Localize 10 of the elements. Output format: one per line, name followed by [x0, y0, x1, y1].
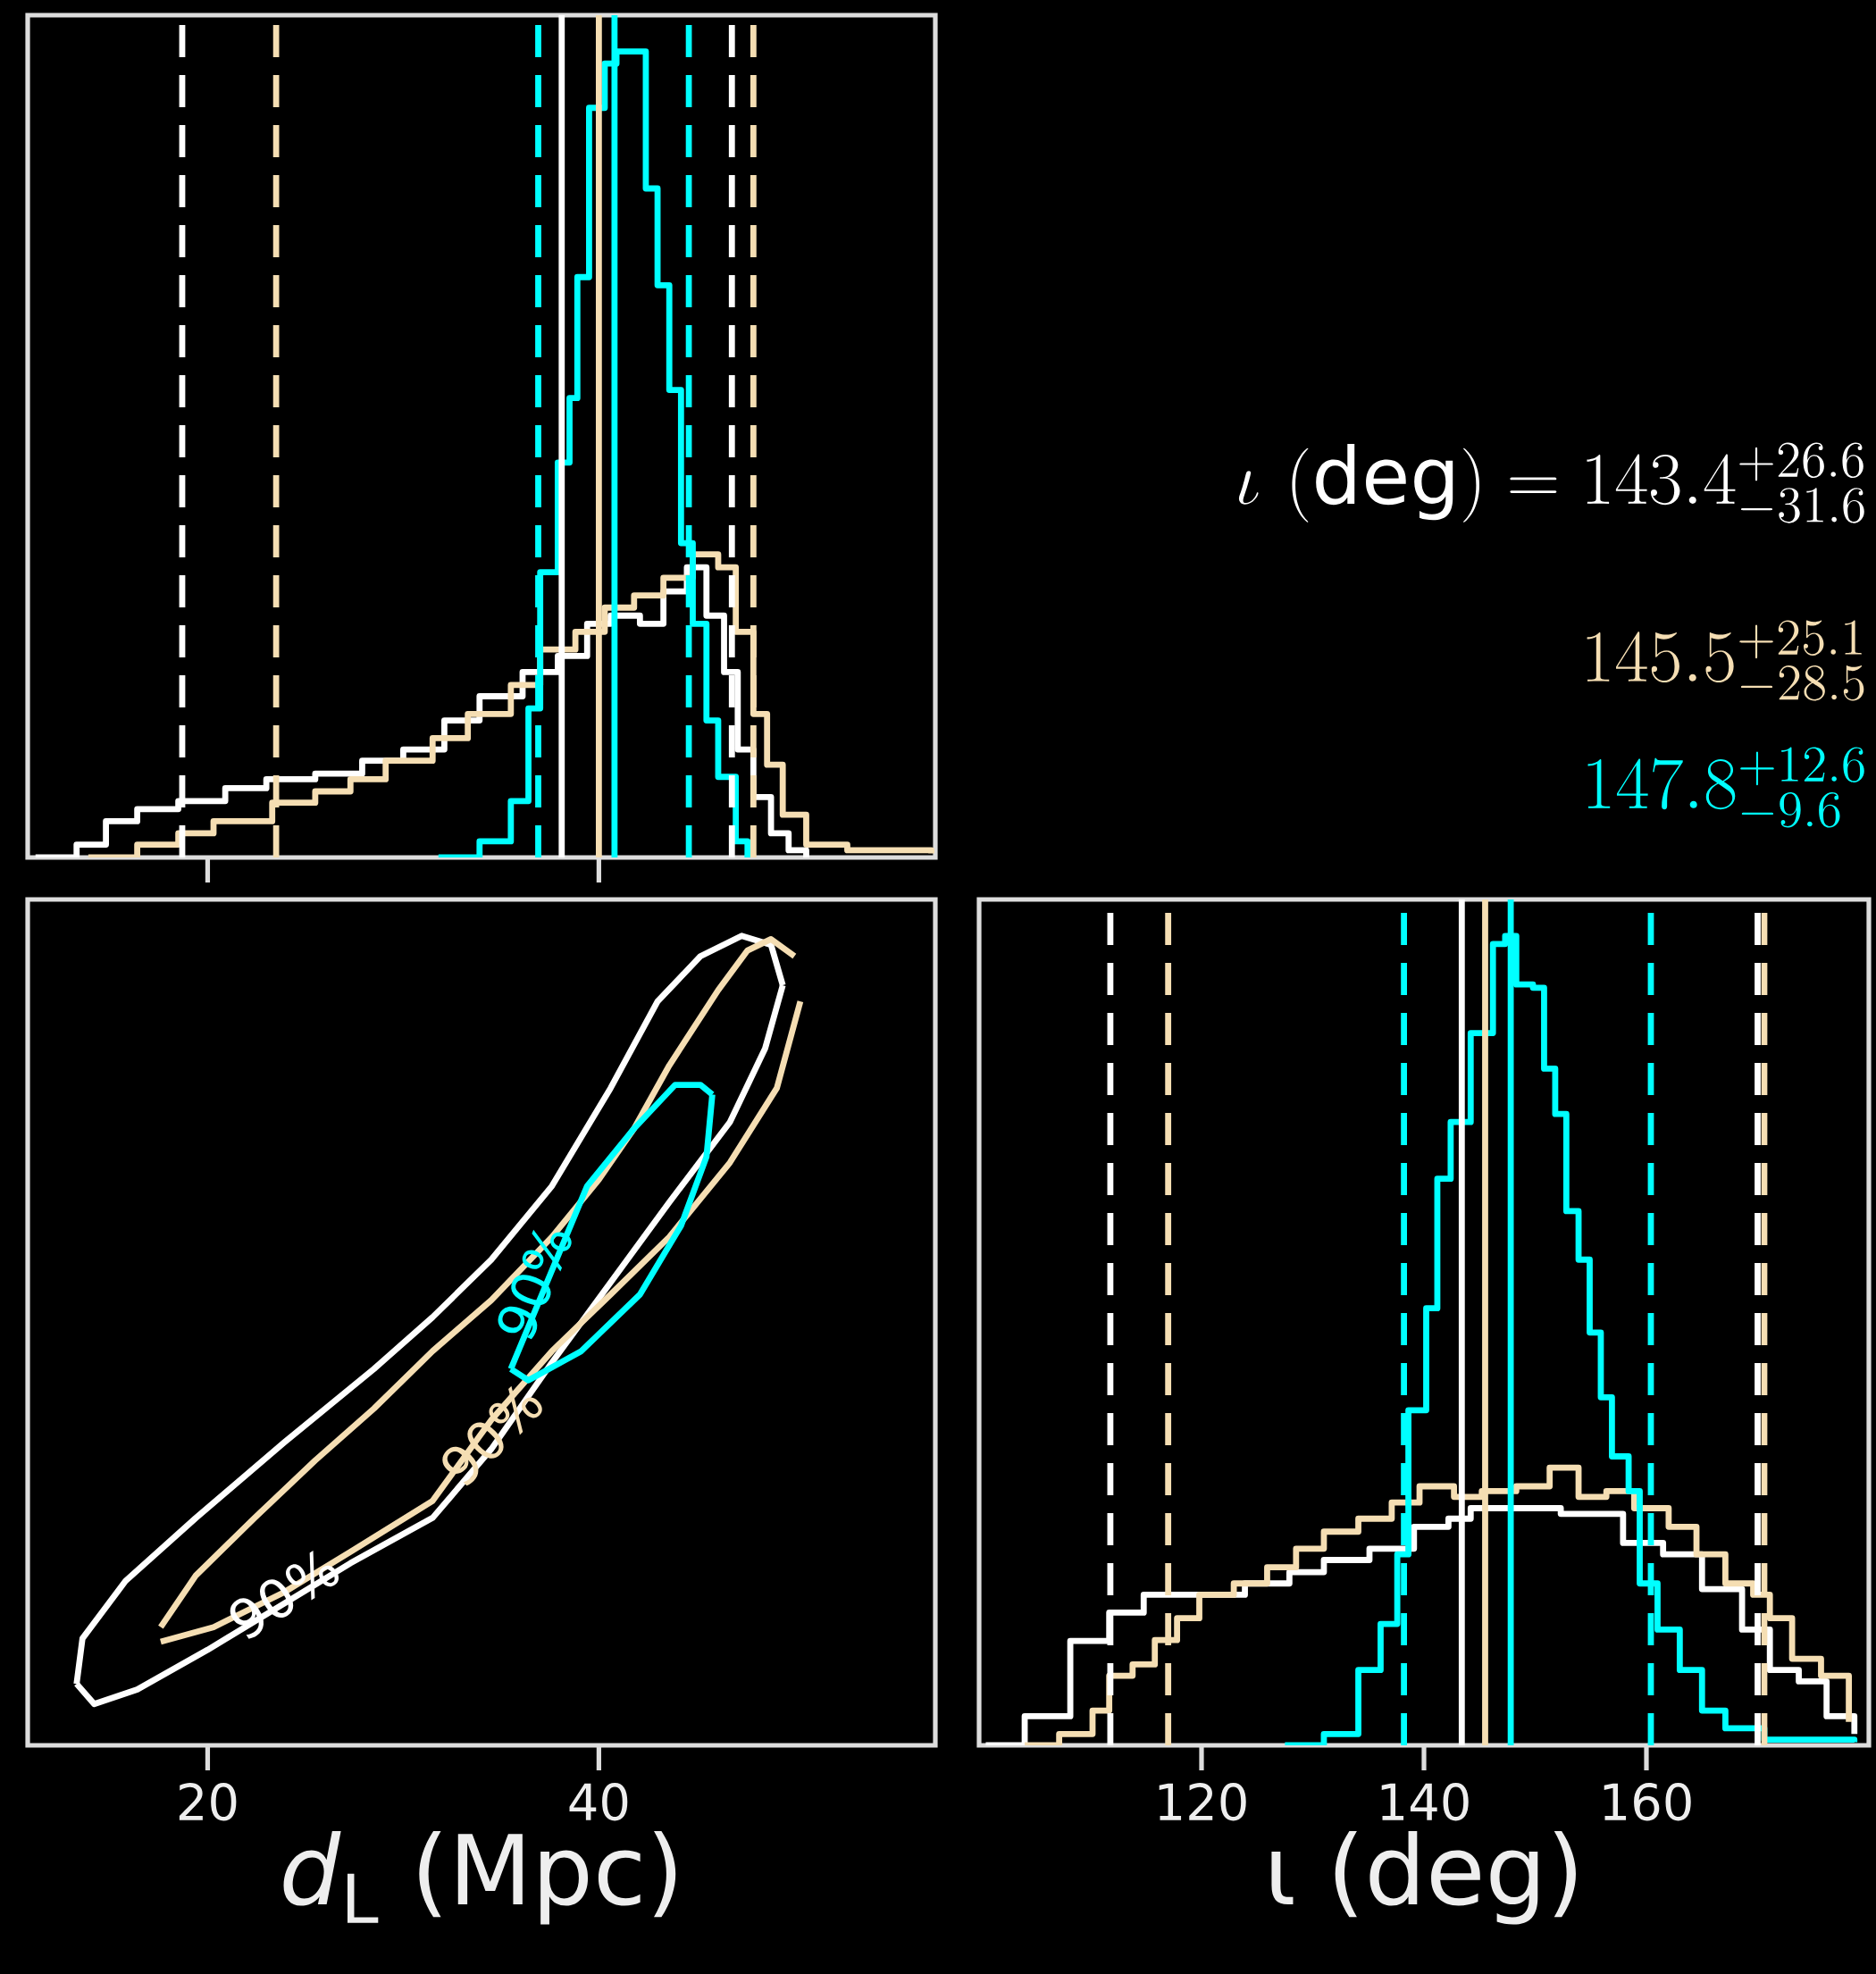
text: $145.5^{+25.1}_{-28.5}$: [1587, 620, 1864, 701]
x-tick-label: 120: [1159, 1783, 1246, 1821]
x-tick-label: 160: [1604, 1783, 1691, 1821]
text: $147.8^{+12.6}_{-9.6}$: [1587, 747, 1864, 828]
x-tick-label: 40: [569, 1783, 628, 1821]
x-axis-title: ι (deg): [1271, 1830, 1576, 1925]
x-tick-label: 20: [179, 1783, 237, 1821]
x-tick-label: 140: [1381, 1783, 1469, 1821]
x-axis-title: d$_{L}$ (Mpc): [283, 1830, 676, 1925]
text: $\iota\ (\mathrm{deg}) = 143.4^{+26.6}_{-31.6}$: [1238, 442, 1864, 523]
